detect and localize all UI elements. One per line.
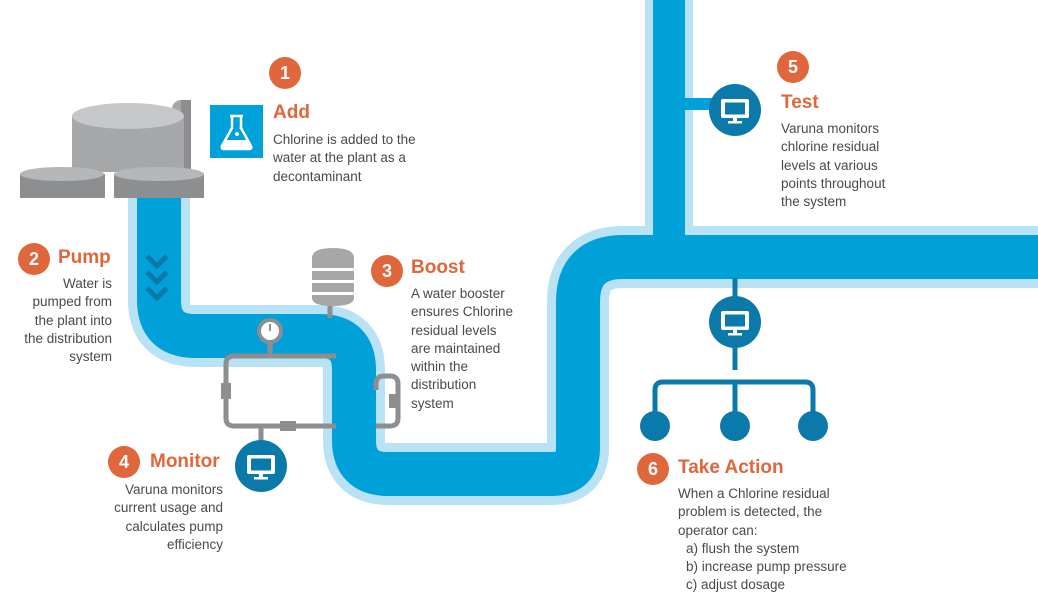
step-number-badge: 4: [108, 446, 140, 478]
step-title-boost: Boost: [411, 257, 465, 278]
description-line: within the: [411, 359, 469, 375]
booster-tank: [312, 248, 354, 306]
step-number-badge: 2: [18, 243, 50, 275]
description-line: pumped from: [32, 294, 112, 310]
description-line: decontaminant: [273, 168, 362, 184]
network-nodes: [640, 411, 828, 441]
description-line: the system: [781, 194, 847, 210]
booster-fittings: [221, 383, 399, 431]
description-line: current usage and: [114, 500, 223, 516]
step-description-add: Chlorine is added to the water at the pl…: [273, 131, 416, 186]
treatment-plant: [20, 100, 204, 198]
step-description-monitor: Varuna monitors current usage and calcul…: [114, 481, 223, 554]
description-line: the distribution: [24, 330, 112, 346]
description-line: points throughout: [781, 175, 886, 191]
description-line: system: [411, 395, 454, 411]
booster-loop: [223, 300, 401, 448]
action-option: c) adjust dosage: [686, 577, 786, 593]
step-description-take-action: When a Chlorine residual problem is dete…: [678, 485, 847, 595]
step-description-test: Varuna monitors chlorine residual levels…: [781, 120, 885, 211]
description-line: chlorine residual: [781, 139, 880, 155]
description-line: calculates pump: [125, 518, 223, 534]
description-line: the plant into: [34, 312, 112, 328]
description-line: Chlorine is added to the: [273, 132, 416, 147]
description-line: residual levels: [411, 322, 497, 338]
description-line: operator can:: [678, 522, 758, 538]
monitor-icon: [709, 84, 761, 136]
step-number-badge: 5: [777, 51, 809, 83]
flow-chevrons-icon: [145, 254, 169, 302]
description-line: Water is: [62, 276, 112, 291]
monitor-icon: [709, 296, 761, 348]
step-number-badge: 3: [371, 255, 403, 287]
step-description-pump: Water is pumped from the plant into the …: [24, 275, 112, 366]
step-number-badge: 1: [269, 57, 301, 89]
description-line: are maintained: [411, 340, 501, 356]
description-line: levels at various: [781, 157, 878, 173]
description-line: When a Chlorine residual: [678, 486, 830, 501]
step-title-test: Test: [781, 92, 819, 113]
description-line: A water booster: [411, 286, 505, 301]
step-title-add: Add: [273, 102, 310, 123]
step-title-pump: Pump: [58, 247, 111, 268]
action-option: a) flush the system: [686, 540, 800, 556]
description-line: problem is detected, the: [678, 504, 823, 520]
step-number-badge: 6: [637, 453, 669, 485]
monitor-icon: [235, 440, 287, 492]
main-pipe: [128, 0, 1038, 505]
step-description-boost: A water booster ensures Chlorine residua…: [411, 285, 513, 413]
chlorine-flask-icon: [210, 105, 263, 158]
description-line: water at the plant as a: [273, 150, 406, 166]
description-line: distribution: [411, 377, 477, 393]
pressure-gauge-icon: [257, 318, 283, 344]
description-line: efficiency: [166, 536, 223, 552]
action-option: b) increase pump pressure: [686, 559, 847, 575]
distribution-tree: [652, 278, 816, 415]
description-line: Varuna monitors: [781, 121, 880, 136]
step-title-monitor: Monitor: [150, 451, 220, 472]
description-line: ensures Chlorine: [411, 304, 514, 320]
description-line: system: [69, 349, 112, 365]
step-title-take-action: Take Action: [678, 457, 784, 478]
description-line: Varuna monitors: [124, 482, 223, 497]
